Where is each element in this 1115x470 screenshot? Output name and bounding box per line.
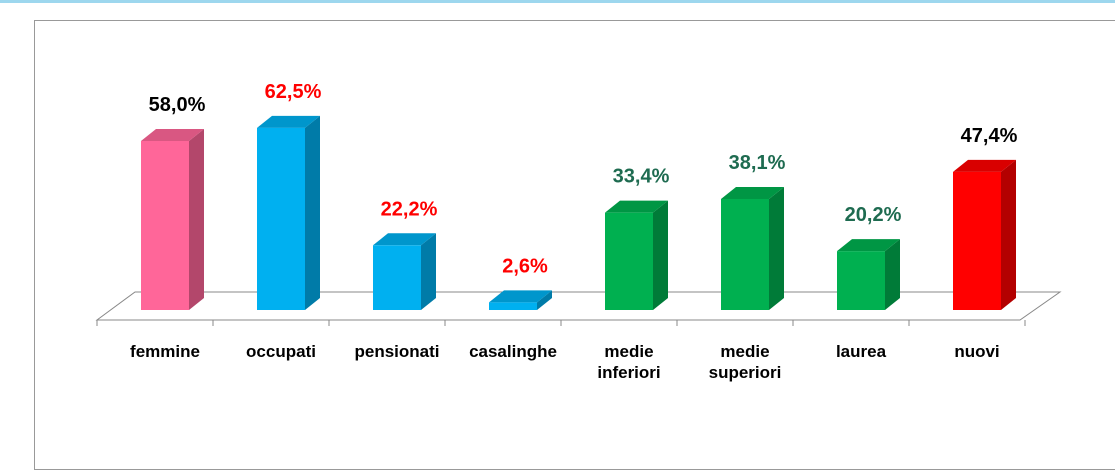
bar-top: [837, 239, 900, 252]
bar-side: [537, 290, 552, 310]
bar-top: [489, 290, 552, 303]
bar: [605, 212, 653, 310]
bar-side: [421, 233, 436, 310]
value-label: 58,0%: [149, 94, 206, 116]
floor: [95, 291, 1062, 321]
chart: 58,0% 62,5% 22,2% 2,6% 33,4% 38,1% 20,2% 47,4%: [95, 81, 1062, 326]
bar: [837, 251, 885, 310]
bar: [141, 140, 189, 310]
category-label: femmine: [130, 342, 200, 361]
category-label: nuovi: [954, 342, 1000, 361]
bar-side: [305, 115, 320, 310]
bar: [489, 302, 537, 310]
value-label: 62,5%: [265, 81, 322, 103]
bar-top: [141, 128, 204, 141]
bar: [373, 245, 421, 310]
value-label: 47,4%: [961, 125, 1018, 147]
bar-top: [953, 159, 1016, 172]
bar-top: [721, 186, 784, 199]
bar-side: [1001, 159, 1016, 310]
value-label: 22,2%: [381, 198, 438, 220]
bar: [953, 171, 1001, 310]
value-label: 2,6%: [502, 255, 548, 277]
bar-side: [653, 200, 668, 310]
category-label: casalinghe: [469, 342, 557, 361]
value-label: 20,2%: [845, 204, 902, 226]
bar: [721, 198, 769, 310]
category-label: medie superiori: [708, 342, 782, 382]
category-label: occupati: [246, 342, 316, 361]
bar-side: [189, 128, 204, 310]
bar-side: [769, 186, 784, 310]
bar-side: [885, 239, 900, 310]
value-label: 33,4%: [613, 166, 670, 188]
value-label: 38,1%: [729, 152, 786, 174]
bar: [257, 127, 305, 310]
bar-top: [605, 200, 668, 213]
bar-top: [257, 115, 320, 128]
category-label: laurea: [835, 342, 887, 361]
category-label: medie inferiori: [597, 342, 661, 382]
top-border: [0, 0, 1115, 3]
category-label: pensionati: [354, 342, 440, 361]
bar-top: [373, 233, 436, 246]
